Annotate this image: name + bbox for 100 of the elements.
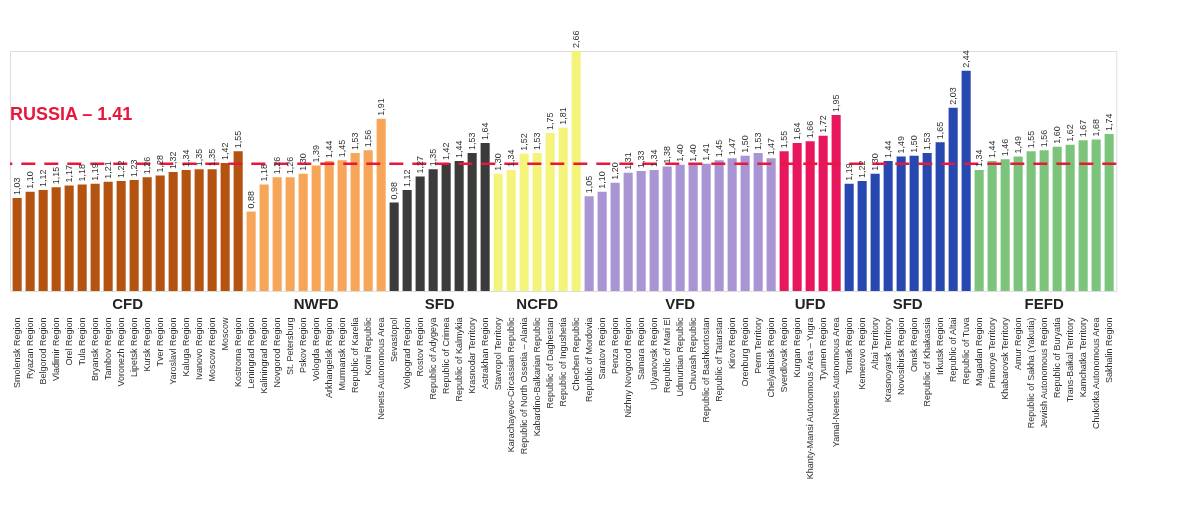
bar xyxy=(415,176,425,291)
bar xyxy=(1026,151,1036,291)
x-tick-label: Novgorod Region xyxy=(272,317,283,388)
data-label: 1,12 xyxy=(38,169,49,187)
x-tick-label: Kabardino-Balkarian Republic xyxy=(532,317,543,437)
data-label: 1,56 xyxy=(1039,129,1050,148)
data-label: 1,42 xyxy=(220,142,231,160)
bar xyxy=(844,183,854,291)
x-tick-label: Pskov Region xyxy=(298,317,309,373)
data-label: 1,53 xyxy=(753,132,764,150)
data-label: 1,44 xyxy=(987,140,998,159)
data-label: 1,31 xyxy=(623,152,634,170)
x-tick-label: Nenets Autonomous Area xyxy=(376,317,387,420)
data-label: 1,03 xyxy=(12,177,23,196)
bar xyxy=(987,161,997,291)
ref-line-label: RUSSIA – 1.41 xyxy=(10,103,133,124)
bar xyxy=(259,184,269,291)
data-label: 1,75 xyxy=(545,112,556,131)
bar xyxy=(246,211,256,291)
x-tick-label: Khabarovsk Territory xyxy=(1000,317,1011,400)
x-tick-label: Tambov Region xyxy=(103,317,114,380)
bar xyxy=(467,152,477,291)
data-label: 2,03 xyxy=(948,87,959,105)
data-label: 1,21 xyxy=(103,161,114,179)
x-tick-label: Trans-Baikal Territory xyxy=(1065,316,1076,403)
bar xyxy=(116,180,126,291)
x-tick-label: Belgorod Region xyxy=(38,317,49,385)
data-label: 1,27 xyxy=(415,155,426,174)
x-tick-label: Komi Republic xyxy=(363,317,374,376)
data-label: 1,53 xyxy=(467,132,478,150)
data-label: 1,40 xyxy=(688,144,699,162)
data-label: 1,55 xyxy=(233,130,244,149)
data-label: 1,53 xyxy=(532,132,543,150)
bar xyxy=(25,191,35,291)
data-label: 1,34 xyxy=(974,149,985,168)
bar xyxy=(298,173,308,291)
data-label: 1,10 xyxy=(25,171,36,189)
x-tick-label: Moscow Region xyxy=(207,317,218,382)
data-label: 1,55 xyxy=(779,130,790,149)
data-label: 1,56 xyxy=(363,129,374,148)
bar xyxy=(662,166,672,291)
x-tick-label: Altai Territory xyxy=(870,317,881,370)
x-tick-label: Samara Region xyxy=(636,317,647,380)
bar xyxy=(1013,156,1023,291)
data-label: 1,81 xyxy=(558,107,569,125)
data-label: 1,26 xyxy=(272,156,283,175)
data-label: 2,66 xyxy=(571,30,582,48)
x-tick-label: Lipetsk Region xyxy=(129,317,140,377)
x-tick-label: Ryazan Region xyxy=(25,317,36,379)
bar xyxy=(311,165,321,291)
x-tick-label: Republic of Kalmykia xyxy=(454,317,465,402)
data-label: 1,34 xyxy=(649,149,660,168)
bar xyxy=(207,169,217,291)
data-label: 1,22 xyxy=(116,160,127,178)
data-label: 1,44 xyxy=(324,140,335,159)
series-label: FEFD xyxy=(1024,295,1064,312)
x-tick-label: Irkutsk Region xyxy=(935,317,946,375)
bar xyxy=(922,152,932,291)
data-label: 1,50 xyxy=(740,135,751,153)
bar xyxy=(714,160,724,291)
x-tick-label: Tomsk Region xyxy=(844,317,855,375)
x-tick-label: St. Petersburg xyxy=(285,317,296,375)
data-label: 1,38 xyxy=(662,145,673,164)
bar xyxy=(727,158,737,291)
data-label: 0,98 xyxy=(389,182,400,200)
series-label: SFD xyxy=(892,295,923,312)
bar xyxy=(376,118,386,291)
x-tick-label: Leningrad Region xyxy=(246,317,257,389)
x-tick-label: Bryansk Region xyxy=(90,317,101,381)
x-tick-label: Kirov Region xyxy=(727,317,738,369)
bar xyxy=(740,155,750,291)
x-tick-label: Chechen Republic xyxy=(571,316,582,391)
x-tick-label: Yaroslavl Region xyxy=(168,317,179,385)
x-tick-label: Sevastopol xyxy=(389,317,400,362)
bar xyxy=(428,169,438,291)
bar xyxy=(857,180,867,291)
x-tick-label: Arkhangelsk Region xyxy=(324,317,335,398)
data-label: 1,50 xyxy=(909,135,920,153)
x-tick-label: Republic of Tuva xyxy=(961,317,972,385)
bar xyxy=(675,164,685,291)
x-tick-label: Udmurtian Republic xyxy=(675,317,686,397)
x-tick-label: Amur Region xyxy=(1013,317,1024,370)
data-label: 1,67 xyxy=(1078,119,1089,138)
series-label: SFD xyxy=(424,295,455,312)
x-tick-label: Republic of Crimea xyxy=(441,317,452,394)
x-tick-label: Republic of Ingushetia xyxy=(558,317,569,407)
bar xyxy=(1065,144,1075,291)
bar xyxy=(961,70,971,291)
bar xyxy=(974,170,984,291)
bar xyxy=(181,170,191,291)
x-tick-label: Republic of Sakha (Yakutia) xyxy=(1026,317,1037,429)
x-tick-label: Chelyabinsk Region xyxy=(766,317,777,398)
bar xyxy=(64,185,74,291)
bar xyxy=(909,155,919,291)
data-label: 1,47 xyxy=(727,137,738,156)
bar xyxy=(77,184,87,291)
data-label: 1,42 xyxy=(441,142,452,160)
bar xyxy=(532,152,542,291)
data-label: 1,49 xyxy=(896,136,907,154)
data-label: 1,32 xyxy=(168,151,179,169)
